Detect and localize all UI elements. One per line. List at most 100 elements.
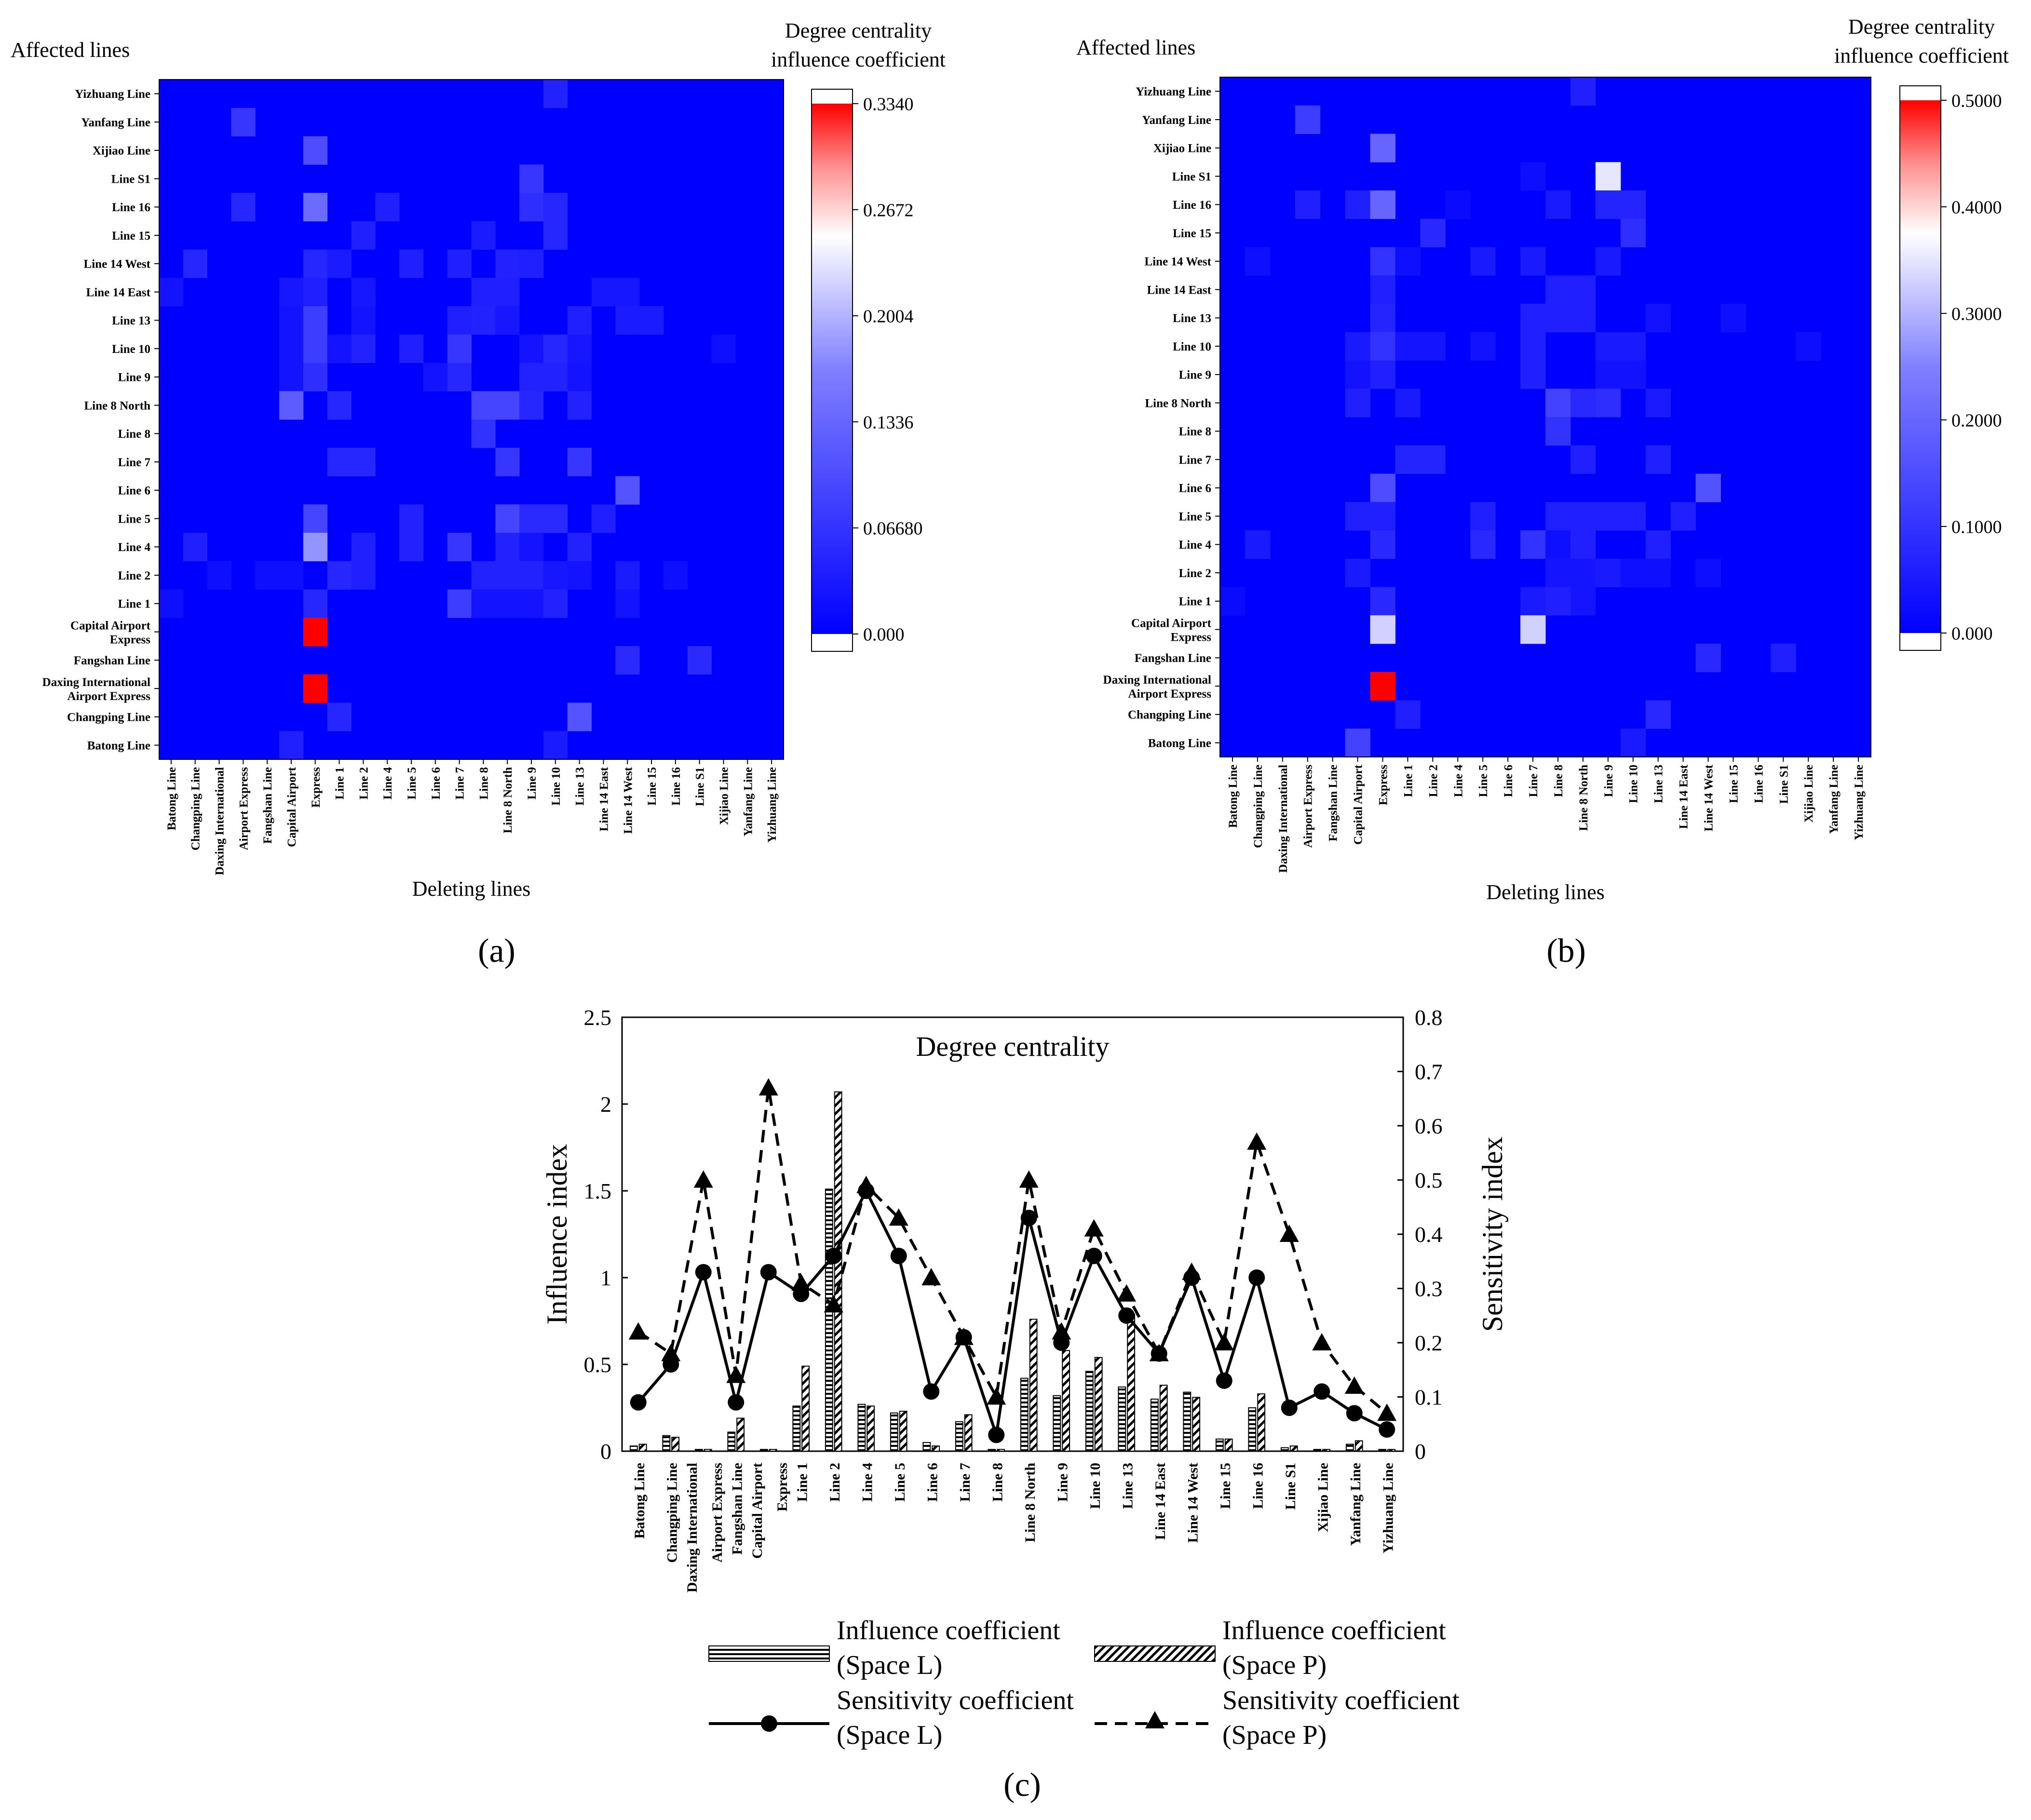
heatmap-cell: [567, 363, 592, 391]
colorbar-tick-label: 0.2000: [1951, 410, 2002, 431]
heatmap-cell: [1545, 275, 1571, 304]
heatmap-cell: [519, 533, 544, 562]
heatmap-cell: [447, 249, 472, 278]
x-tick-label: Express: [310, 767, 323, 808]
heatmap-cell: [1470, 332, 1496, 361]
x-tick-label: Line 1: [1402, 765, 1415, 797]
x-axis-title: Deleting lines: [412, 877, 531, 901]
colorbar-tick-label: 0.3000: [1951, 304, 2002, 324]
heatmap-cell: [1370, 473, 1395, 502]
x-tick-label: Line 6: [924, 1463, 940, 1502]
heatmap-cell: [1570, 275, 1596, 304]
heatmap-cell: [1595, 502, 1621, 531]
x-tick-label: Line 4: [1452, 765, 1465, 797]
heatmap-cell: [519, 164, 544, 193]
heatmap-cell: [303, 533, 328, 562]
y-tick-label: Line 9: [118, 371, 150, 384]
heatmap-cell: [1545, 558, 1571, 587]
y-tick-label: Line 14 West: [84, 258, 151, 271]
heatmap-cell: [1345, 360, 1371, 389]
x-tick-label: Line 9: [1602, 765, 1615, 797]
heatmap-cell: [1520, 332, 1546, 361]
bar-space-l: [1150, 1399, 1159, 1452]
y-tick-label: Line 13: [112, 314, 150, 327]
colorbar-tick-label: 0.2672: [863, 200, 914, 220]
x-tick-label: Line 14 West: [1703, 764, 1716, 831]
heatmap-cell: [207, 561, 231, 590]
y-tick-label: Line 5: [118, 512, 150, 526]
heatmap-cell: [1370, 615, 1395, 644]
y-tick-label: Line 14 West: [1145, 256, 1212, 269]
heatmap-cell: [1570, 587, 1596, 616]
point-sensitivity-space-p: [824, 1295, 843, 1313]
x-tick-label: Line 8: [477, 767, 490, 799]
x-tick-label: Capital Airport: [1352, 764, 1365, 845]
y-tick-label: Line 2: [118, 569, 150, 582]
heatmap-cell: [375, 193, 400, 222]
bar-space-p: [1029, 1319, 1038, 1452]
bar-space-p: [1289, 1445, 1298, 1452]
bar-space-l: [694, 1449, 703, 1452]
x-tick-label: Yizhuang Line: [1380, 1463, 1396, 1553]
x-tick-label: Line 4: [859, 1463, 875, 1502]
heatmap-cell: [615, 476, 640, 505]
x-tick-label: Line 4: [381, 767, 394, 800]
y2-tick-label: 0.3: [1415, 1277, 1443, 1301]
point-sensitivity-space-l: [1085, 1248, 1102, 1264]
x-tick-label: Fangshan Line: [261, 767, 274, 844]
bar-space-l: [825, 1188, 833, 1452]
heatmap-cell: [591, 504, 616, 533]
point-sensitivity-space-l: [890, 1248, 907, 1264]
heatmap-cell: [543, 193, 568, 222]
point-sensitivity-space-p: [1312, 1333, 1332, 1350]
heatmap-cell: [303, 589, 328, 618]
heatmap-cell: [1645, 445, 1671, 474]
heatmap-cell: [1520, 247, 1546, 276]
heatmap-cell: [615, 306, 640, 335]
heatmap-cell: [1420, 218, 1446, 247]
heatmap-cell: [1520, 162, 1546, 191]
heatmap-cell: [447, 533, 472, 562]
y-tick-label: Line 13: [1173, 312, 1211, 325]
heatmap-cell: [183, 249, 208, 278]
bar-space-p: [1094, 1357, 1103, 1452]
y-tick-label: 0.5: [584, 1352, 612, 1377]
bar-space-l: [792, 1405, 801, 1452]
point-sensitivity-space-p: [791, 1273, 811, 1291]
heatmap-cell: [399, 334, 424, 363]
point-sensitivity-space-l: [695, 1264, 712, 1281]
x-tick-label: Fangshan Line: [729, 1463, 745, 1555]
bar-space-l: [1183, 1391, 1192, 1452]
y-tick-label: Line 15: [1173, 227, 1211, 240]
y-axis-title: Influence index: [541, 1144, 573, 1325]
x-tick-label: Airport Express: [709, 1463, 725, 1563]
point-sensitivity-space-p: [921, 1268, 941, 1285]
y-tick-label: Line 6: [118, 485, 150, 498]
point-sensitivity-space-l: [1379, 1421, 1395, 1438]
bar-space-l: [1248, 1407, 1257, 1452]
heatmap-cell: [231, 193, 256, 222]
point-sensitivity-space-p: [1084, 1219, 1104, 1237]
heatmap-cell: [1345, 332, 1371, 361]
x-tick-label: Line 9: [1055, 1463, 1070, 1502]
x-tick-label: Line 13: [1120, 1463, 1136, 1509]
heatmap-cell: [1395, 247, 1421, 276]
point-sensitivity-space-l: [1118, 1307, 1135, 1324]
heatmap-cell: [1520, 587, 1546, 616]
heatmap-cell: [1370, 530, 1395, 559]
heatmap-cell: [495, 391, 520, 420]
heatmap-cell: [183, 533, 208, 562]
point-sensitivity-space-p: [758, 1078, 778, 1096]
chart-title: Degree centrality: [916, 1031, 1110, 1062]
x-tick-label: Line 10: [550, 767, 563, 806]
heatmap-cell: [591, 278, 616, 307]
x-tick-label: Line 14 East: [1152, 1463, 1168, 1540]
x-tick-label: Line 2: [1427, 765, 1440, 797]
y2-tick-label: 0.7: [1415, 1060, 1443, 1084]
bar-space-p: [997, 1449, 1005, 1452]
heatmap-cell: [351, 447, 376, 476]
panel-label-b: (b): [1546, 932, 1586, 970]
heatmap-cell: [1695, 644, 1721, 673]
heatmap-cell: [447, 589, 472, 618]
heatmap-cell: [543, 504, 568, 533]
